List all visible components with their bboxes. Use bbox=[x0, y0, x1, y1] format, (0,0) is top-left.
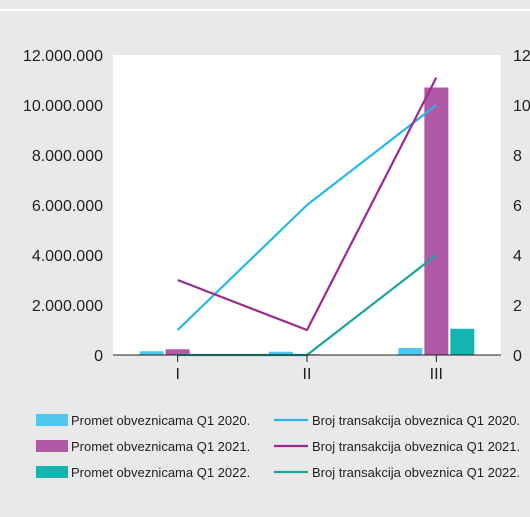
legend-label: Promet obveznicama Q1 2021. bbox=[71, 439, 250, 454]
bar bbox=[269, 351, 293, 355]
y2-tick-label: 2 bbox=[513, 298, 522, 315]
bar bbox=[398, 348, 423, 355]
y-tick-label: 2.000.000 bbox=[32, 298, 103, 315]
x-tick-label: I bbox=[175, 366, 179, 383]
bar bbox=[424, 87, 449, 355]
legend-label: Broj transakcija obveznica Q1 2022. bbox=[312, 465, 520, 480]
y2-tick-label: 4 bbox=[513, 248, 522, 265]
y2-tick-label: 0 bbox=[513, 348, 522, 365]
y-tick-label: 10.000.000 bbox=[23, 98, 103, 115]
y-tick-label: 12.000.000 bbox=[23, 48, 103, 65]
y2-tick-label: 10 bbox=[513, 98, 530, 115]
x-tick-label: III bbox=[430, 366, 443, 383]
legend-label: Broj transakcija obveznica Q1 2021. bbox=[312, 439, 520, 454]
legend-swatch bbox=[36, 440, 68, 452]
bar bbox=[450, 328, 475, 355]
x-tick-label: II bbox=[303, 366, 312, 383]
y-tick-label: 4.000.000 bbox=[32, 248, 103, 265]
y-tick-label: 6.000.000 bbox=[32, 198, 103, 215]
legend-label: Broj transakcija obveznica Q1 2020. bbox=[312, 413, 520, 428]
legend-swatch bbox=[36, 466, 68, 478]
y2-tick-label: 6 bbox=[513, 198, 522, 215]
bar bbox=[139, 351, 164, 355]
y2-tick-label: 8 bbox=[513, 148, 522, 165]
series-line bbox=[177, 76, 438, 332]
series-line bbox=[176, 104, 438, 331]
legend-label: Promet obveznicama Q1 2020. bbox=[71, 413, 250, 428]
bar bbox=[165, 349, 190, 355]
header-band bbox=[0, 0, 530, 11]
legend-label: Promet obveznicama Q1 2022. bbox=[71, 465, 250, 480]
y-tick-label: 8.000.000 bbox=[32, 148, 103, 165]
y-tick-label: 0 bbox=[94, 348, 103, 365]
legend-swatch bbox=[36, 414, 68, 426]
y2-tick-label: 12 bbox=[513, 48, 530, 65]
